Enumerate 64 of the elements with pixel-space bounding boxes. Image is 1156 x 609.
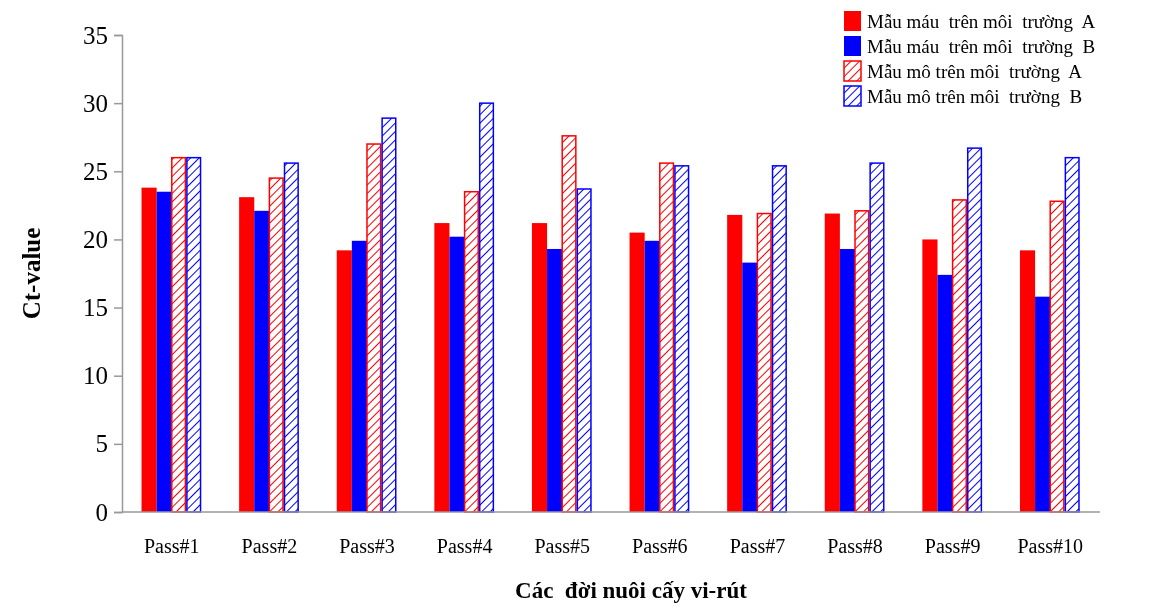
bar [186, 156, 202, 513]
bar [254, 210, 270, 512]
bar [771, 165, 787, 513]
bar [937, 274, 953, 512]
x-tick-label: Pass#10 [1017, 535, 1084, 557]
bar [576, 188, 592, 513]
bar [839, 248, 856, 512]
bar [824, 213, 840, 512]
bar [141, 187, 157, 512]
bar [268, 177, 284, 513]
legend-label: Mẫu máu trên môi trường B [867, 36, 1096, 57]
bar [674, 165, 690, 513]
bar [449, 236, 465, 512]
bar [756, 212, 772, 513]
bar [171, 156, 187, 513]
bar [854, 210, 870, 513]
bar [531, 223, 548, 512]
x-tick-label: Pass#5 [534, 535, 590, 557]
x-tick-label: Pass#6 [632, 535, 688, 557]
x-tick-label: Pass#4 [436, 535, 493, 557]
legend-label: Mẫu máu trên môi trường A [867, 11, 1096, 32]
bar [922, 239, 938, 512]
bar [381, 117, 397, 513]
legend-label: Mẫu mô trên môi trường A [867, 61, 1083, 82]
y-tick-label: 25 [83, 157, 108, 185]
bar [967, 147, 983, 513]
y-axis-title: Ct-value [18, 227, 45, 320]
bar [239, 197, 255, 512]
bar [1064, 156, 1080, 513]
y-tick-label: 35 [83, 21, 108, 49]
legend-label: Mẫu mô trên môi trường B [867, 86, 1083, 107]
bar [629, 232, 645, 512]
bar [869, 162, 885, 513]
bar [644, 240, 660, 512]
y-tick-label: 0 [95, 498, 108, 526]
bar [1049, 200, 1065, 513]
y-tick-label: 15 [83, 294, 108, 322]
bar [463, 190, 479, 513]
bar [434, 223, 450, 512]
bar [366, 143, 382, 513]
bar [659, 162, 675, 513]
x-tick-label: Pass#1 [143, 535, 200, 557]
bar [742, 262, 758, 512]
bar [351, 240, 367, 512]
bar [951, 199, 967, 513]
x-tick-label: Pass#3 [339, 535, 395, 557]
y-tick-label: 5 [95, 430, 108, 458]
bar [561, 135, 577, 513]
y-tick-label: 20 [83, 225, 108, 253]
bar [478, 102, 495, 513]
x-tick-label: Pass#9 [924, 535, 981, 557]
bar [156, 191, 172, 512]
y-tick-label: 30 [83, 89, 108, 117]
bar [1035, 296, 1051, 512]
bar [1019, 250, 1036, 512]
bar [336, 250, 352, 512]
bar [727, 214, 743, 512]
x-axis-title: Các đời nuôi cấy vi-rút [515, 578, 748, 603]
x-tick-label: Pass#7 [729, 535, 786, 557]
x-tick-label: Pass#2 [241, 535, 298, 557]
bar [283, 162, 299, 513]
y-tick-label: 10 [83, 362, 108, 390]
x-tick-label: Pass#8 [827, 535, 883, 557]
bar [547, 248, 563, 512]
